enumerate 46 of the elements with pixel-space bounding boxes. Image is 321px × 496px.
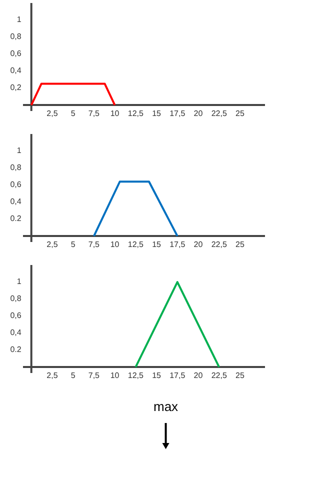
x-tick-label: 2,5 (46, 371, 58, 380)
x-tick-label: 5 (70, 109, 76, 118)
y-tick-label: 0,6 (10, 49, 22, 58)
x-tick-label: 7,5 (88, 371, 100, 380)
x-tick-label: 2,5 (46, 240, 58, 250)
x-tick-label: 15 (152, 109, 162, 118)
x-tick-label: 2,5 (46, 109, 58, 118)
x-tick-label: 17,5 (170, 109, 186, 118)
y-tick-label: 0,4 (10, 197, 22, 206)
x-tick-label: 5 (70, 240, 76, 250)
y-tick-label: 0.2 (10, 214, 22, 224)
x-tick-label: 15 (152, 371, 162, 380)
y-tick-label: 1 (16, 15, 22, 24)
x-tick-label: 22,5 (211, 371, 228, 380)
x-tick-label: 15 (152, 240, 162, 250)
x-tick-label: 20 (194, 371, 204, 380)
x-tick-label: 22,5 (211, 109, 228, 118)
x-tick-label: 17,5 (170, 240, 186, 250)
y-tick-label: 0,4 (10, 328, 22, 338)
x-tick-label: 20 (194, 109, 204, 118)
x-tick-label: 10 (110, 240, 120, 250)
y-tick-label: 0,4 (10, 66, 22, 76)
y-tick-label: 0.2 (10, 345, 22, 354)
x-tick-label: 12,5 (128, 109, 144, 118)
x-tick-label: 17,5 (170, 371, 186, 380)
y-tick-label: 1 (16, 277, 22, 286)
y-tick-label: 1 (16, 146, 22, 156)
y-tick-label: 0,6 (10, 180, 22, 190)
x-tick-label: 5 (70, 371, 76, 380)
x-tick-label: 25 (236, 109, 245, 118)
x-tick-label: 20 (194, 240, 204, 250)
x-tick-label: 10 (110, 371, 120, 380)
text: max (154, 399, 179, 414)
x-tick-label: 12,5 (128, 240, 144, 250)
x-tick-label: 7,5 (88, 109, 100, 118)
y-tick-label: 0,8 (10, 32, 22, 42)
y-tick-label: 0,2 (10, 83, 22, 92)
y-tick-label: 0,6 (10, 311, 22, 320)
x-tick-label: 12,5 (128, 371, 144, 380)
x-tick-label: 22,5 (211, 240, 228, 250)
y-tick-label: 0,8 (10, 163, 22, 172)
x-tick-label: 7,5 (88, 240, 100, 250)
y-tick-label: 0,8 (10, 294, 22, 304)
x-tick-label: 25 (236, 371, 245, 380)
x-tick-label: 25 (236, 240, 245, 250)
x-tick-label: 10 (110, 109, 120, 118)
